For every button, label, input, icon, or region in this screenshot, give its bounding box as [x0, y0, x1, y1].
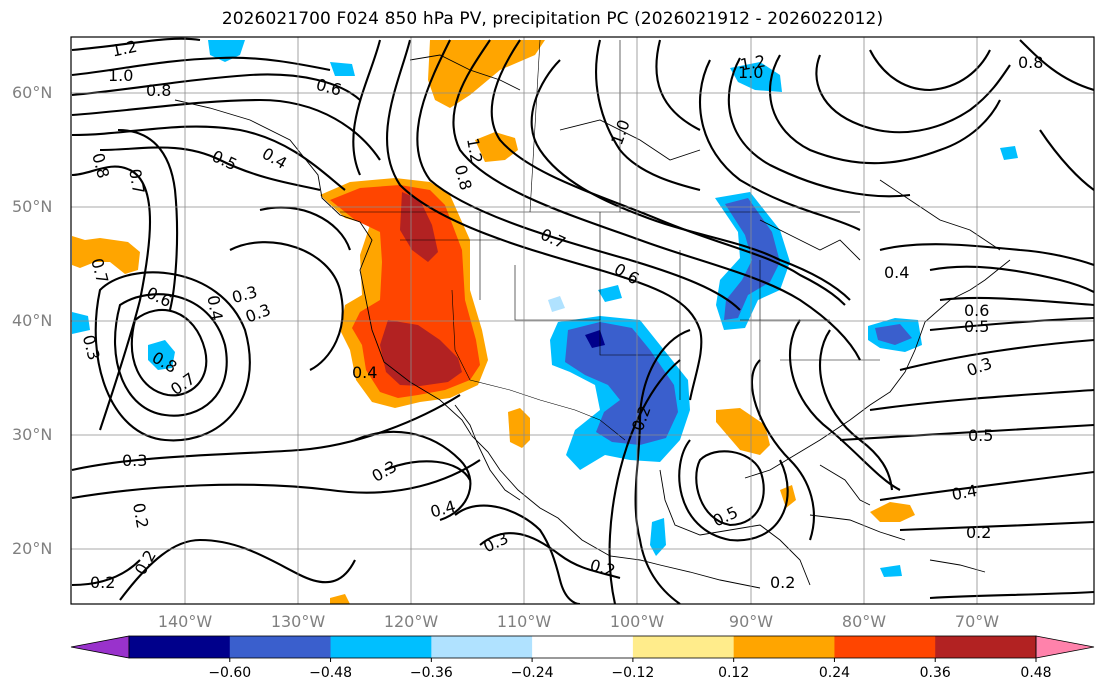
map-border [70, 36, 1095, 605]
colorbar-tick-label: −0.36 [410, 665, 453, 681]
longitude-label: 100°W [610, 612, 665, 631]
pc-positive-small-2 [330, 594, 350, 604]
contour-label: 0.7 [125, 167, 148, 195]
pv-contours [71, 37, 1094, 604]
colorbar-tick-label: 0.48 [1020, 665, 1051, 681]
contour-label: 1.2 [110, 37, 139, 61]
contour-label: 0.4 [884, 263, 909, 282]
pc-negative-small-4 [880, 565, 902, 577]
latitude-label: 50°N [12, 197, 52, 216]
longitude-label: 90°W [729, 612, 773, 631]
pc-negative-east-dark [875, 324, 912, 345]
contour-label: 0.6 [964, 301, 989, 320]
colorbar-tick-label: −0.48 [309, 665, 352, 681]
pc-negative-alaska [208, 40, 245, 62]
colorbar-segment [229, 636, 332, 658]
colorbar-segment [431, 636, 533, 658]
contour-label: 1.2 [463, 136, 486, 164]
colorbar-segment [935, 636, 1037, 658]
pc-negative-great-lakes-dark [724, 198, 780, 320]
contour-label: 0.8 [1018, 53, 1043, 72]
pc-positive-california-darkred [380, 320, 462, 386]
precip-pc-fields [72, 40, 1018, 604]
colorbar-tick-label: 0.24 [819, 665, 850, 681]
colorbar-outline [128, 635, 1037, 659]
pc-negative-mexico-small [650, 518, 666, 556]
colorbar: −0.60 −0.48 −0.36 −0.24 −0.12 0.12 0.24 0.36 0.4… [70, 635, 1095, 681]
longitude-label: 120°W [384, 612, 439, 631]
longitude-label: 80°W [842, 612, 886, 631]
pc-negative-pacific-left [72, 312, 90, 334]
pc-negative-small-5 [548, 296, 565, 312]
latitude-label: 30°N [12, 425, 52, 444]
pc-positive-caribbean-patch [870, 502, 915, 522]
longitude-label: 130°W [271, 612, 326, 631]
colorbar-tick-label: −0.12 [611, 665, 654, 681]
pc-negative-small-3 [1000, 146, 1018, 160]
contour-label: 1.0 [108, 66, 133, 85]
pc-negative-small-2 [598, 285, 622, 302]
longitude-label: 70°W [955, 612, 999, 631]
colorbar-tick-label: 0.12 [718, 665, 749, 681]
contour-label: 0.2 [129, 501, 152, 529]
colorbar-segment [733, 636, 835, 658]
contour-label: 0.2 [770, 573, 795, 592]
coastlines [174, 54, 1011, 589]
longitude-axis: 140°W 130°W 120°W 110°W 100°W 90°W 80°W … [158, 612, 999, 631]
contour-label: 0.4 [352, 363, 377, 382]
pc-positive-gulf-patch [716, 408, 770, 455]
longitude-label: 140°W [158, 612, 213, 631]
latitude-label: 40°N [12, 311, 52, 330]
pc-negative-pacific [148, 340, 175, 370]
colorbar-arrow-high [1035, 635, 1095, 659]
pc-negative-hudson [730, 62, 782, 92]
contour-label: 0.8 [146, 81, 171, 100]
graticule [71, 37, 1094, 604]
political-borders [340, 39, 880, 441]
contour-label: 0.3 [122, 451, 147, 470]
colorbar-tick-label: 0.36 [920, 665, 951, 681]
pc-negative-alaska-2 [330, 62, 355, 76]
contour-label: 0.2 [90, 573, 115, 592]
colorbar-segment [129, 636, 231, 658]
contour-labels: 1.2 1.0 0.8 0.6 0.5 0.4 0.3 0.8 0.7 0.7 … [79, 37, 1044, 592]
pc-positive-westcoast-darkred [400, 192, 438, 262]
colorbar-tick-label: −0.24 [511, 665, 554, 681]
longitude-label: 110°W [497, 612, 552, 631]
pc-positive-mexico-patch [508, 408, 530, 448]
map-title: 2026021700 F024 850 hPa PV, precipitatio… [221, 9, 884, 29]
contour-label: 0.5 [964, 317, 989, 336]
contour-label: 1.0 [738, 63, 763, 82]
contour-label: 0.4 [203, 294, 226, 322]
latitude-label: 20°N [12, 539, 52, 558]
pc-positive-west-patch [72, 236, 140, 274]
contour-label: 0.4 [950, 481, 978, 504]
contour-label: 0.5 [968, 426, 993, 445]
colorbar-segment [834, 636, 936, 658]
pc-positive-canada-top [428, 40, 545, 108]
colorbar-segment [632, 636, 735, 658]
colorbar-tick-label: −0.60 [208, 665, 251, 681]
colorbar-segment [330, 636, 432, 658]
latitude-axis: 60°N 50°N 40°N 30°N 20°N [12, 83, 52, 558]
colorbar-arrow-low [70, 635, 130, 659]
pc-positive-canada-mid [475, 132, 518, 162]
latitude-label: 60°N [12, 83, 52, 102]
pc-negative-southwest-dark [565, 322, 678, 445]
colorbar-segment [532, 636, 634, 658]
contour-label: 1.2 [739, 51, 767, 74]
contour-label: 0.2 [966, 523, 991, 542]
